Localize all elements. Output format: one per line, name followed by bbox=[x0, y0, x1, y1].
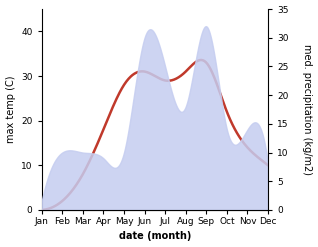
Y-axis label: med. precipitation (kg/m2): med. precipitation (kg/m2) bbox=[302, 44, 313, 175]
X-axis label: date (month): date (month) bbox=[119, 231, 191, 242]
Y-axis label: max temp (C): max temp (C) bbox=[5, 76, 16, 143]
